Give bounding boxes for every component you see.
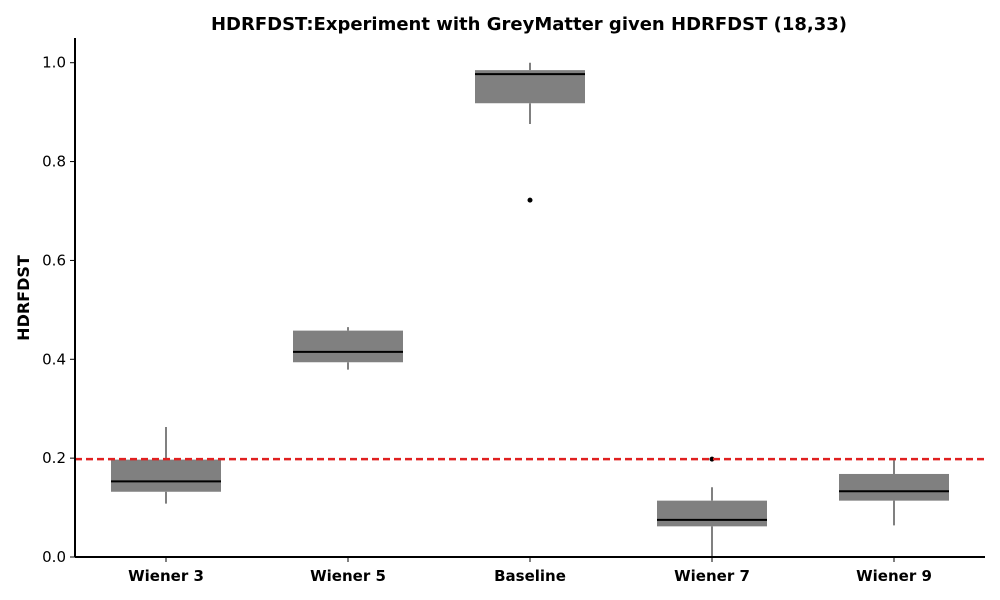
chart-title: HDRFDST:Experiment with GreyMatter given… — [211, 14, 847, 35]
x-tick-label: Wiener 5 — [310, 567, 386, 585]
box-wiener-3 — [111, 459, 221, 492]
y-tick-label: 0.2 — [42, 449, 66, 467]
y-tick-label: 0.4 — [42, 350, 66, 368]
box-wiener-7 — [657, 500, 767, 527]
x-tick-label: Baseline — [494, 567, 566, 585]
y-tick-label: 0.0 — [42, 548, 66, 566]
x-tick-label: Wiener 9 — [856, 567, 932, 585]
y-axis-label: HDRFDST — [14, 255, 33, 341]
box-wiener-9 — [839, 473, 949, 501]
box-baseline — [475, 70, 585, 104]
x-tick-label: Wiener 3 — [128, 567, 204, 585]
y-tick-label: 1.0 — [42, 54, 66, 72]
y-tick-label: 0.8 — [42, 153, 66, 171]
y-tick-label: 0.6 — [42, 251, 66, 269]
plot-area: 0.0 0.2 0.4 0.6 0.8 1.0 Wiener 3 Wiener 5 Baseli… — [42, 38, 985, 585]
box-wiener-5 — [293, 330, 403, 363]
outlier-baseline-0 — [527, 197, 533, 203]
x-tick-label: Wiener 7 — [674, 567, 750, 585]
